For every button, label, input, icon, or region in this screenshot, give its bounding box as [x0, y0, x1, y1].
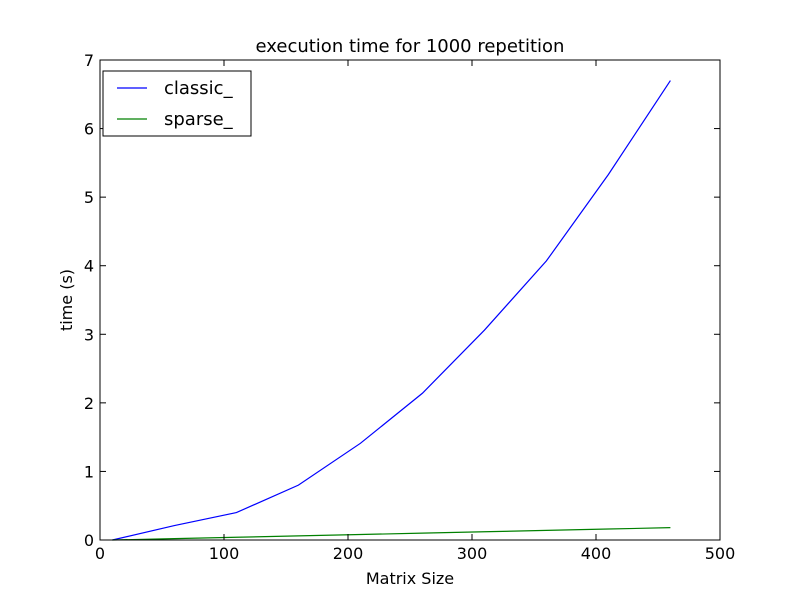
- x-tick-label: 100: [209, 544, 240, 563]
- series-line-classic: [112, 80, 671, 541]
- chart-title: execution time for 1000 repetition: [256, 36, 565, 57]
- y-tick-label: 1: [84, 462, 94, 481]
- legend-label-sparse: sparse_: [164, 109, 234, 130]
- x-tick-label: 500: [705, 544, 736, 563]
- y-axis-label: time (s): [57, 269, 76, 331]
- y-tick-label: 7: [84, 51, 94, 70]
- legend-label-classic: classic_: [164, 78, 234, 99]
- y-tick-label: 4: [84, 257, 94, 276]
- x-tick-label: 0: [95, 544, 105, 563]
- x-tick-label: 300: [457, 544, 488, 563]
- y-tick-label: 0: [84, 531, 94, 550]
- y-tick-label: 6: [84, 120, 94, 139]
- y-tick-label: 2: [84, 394, 94, 413]
- y-tick-label: 5: [84, 188, 94, 207]
- legend-box: [102, 70, 252, 137]
- x-tick-label: 400: [581, 544, 612, 563]
- axes-frame: [99, 59, 721, 541]
- series-line-sparse: [112, 527, 671, 541]
- plot-area: 0 100 200 300 400 500 0 1 2 3 4 5 6 7 classic_ sparse_: [84, 51, 735, 563]
- x-axis-label: Matrix Size: [366, 569, 454, 588]
- y-tick-label: 3: [84, 325, 94, 344]
- x-tick-label: 200: [333, 544, 364, 563]
